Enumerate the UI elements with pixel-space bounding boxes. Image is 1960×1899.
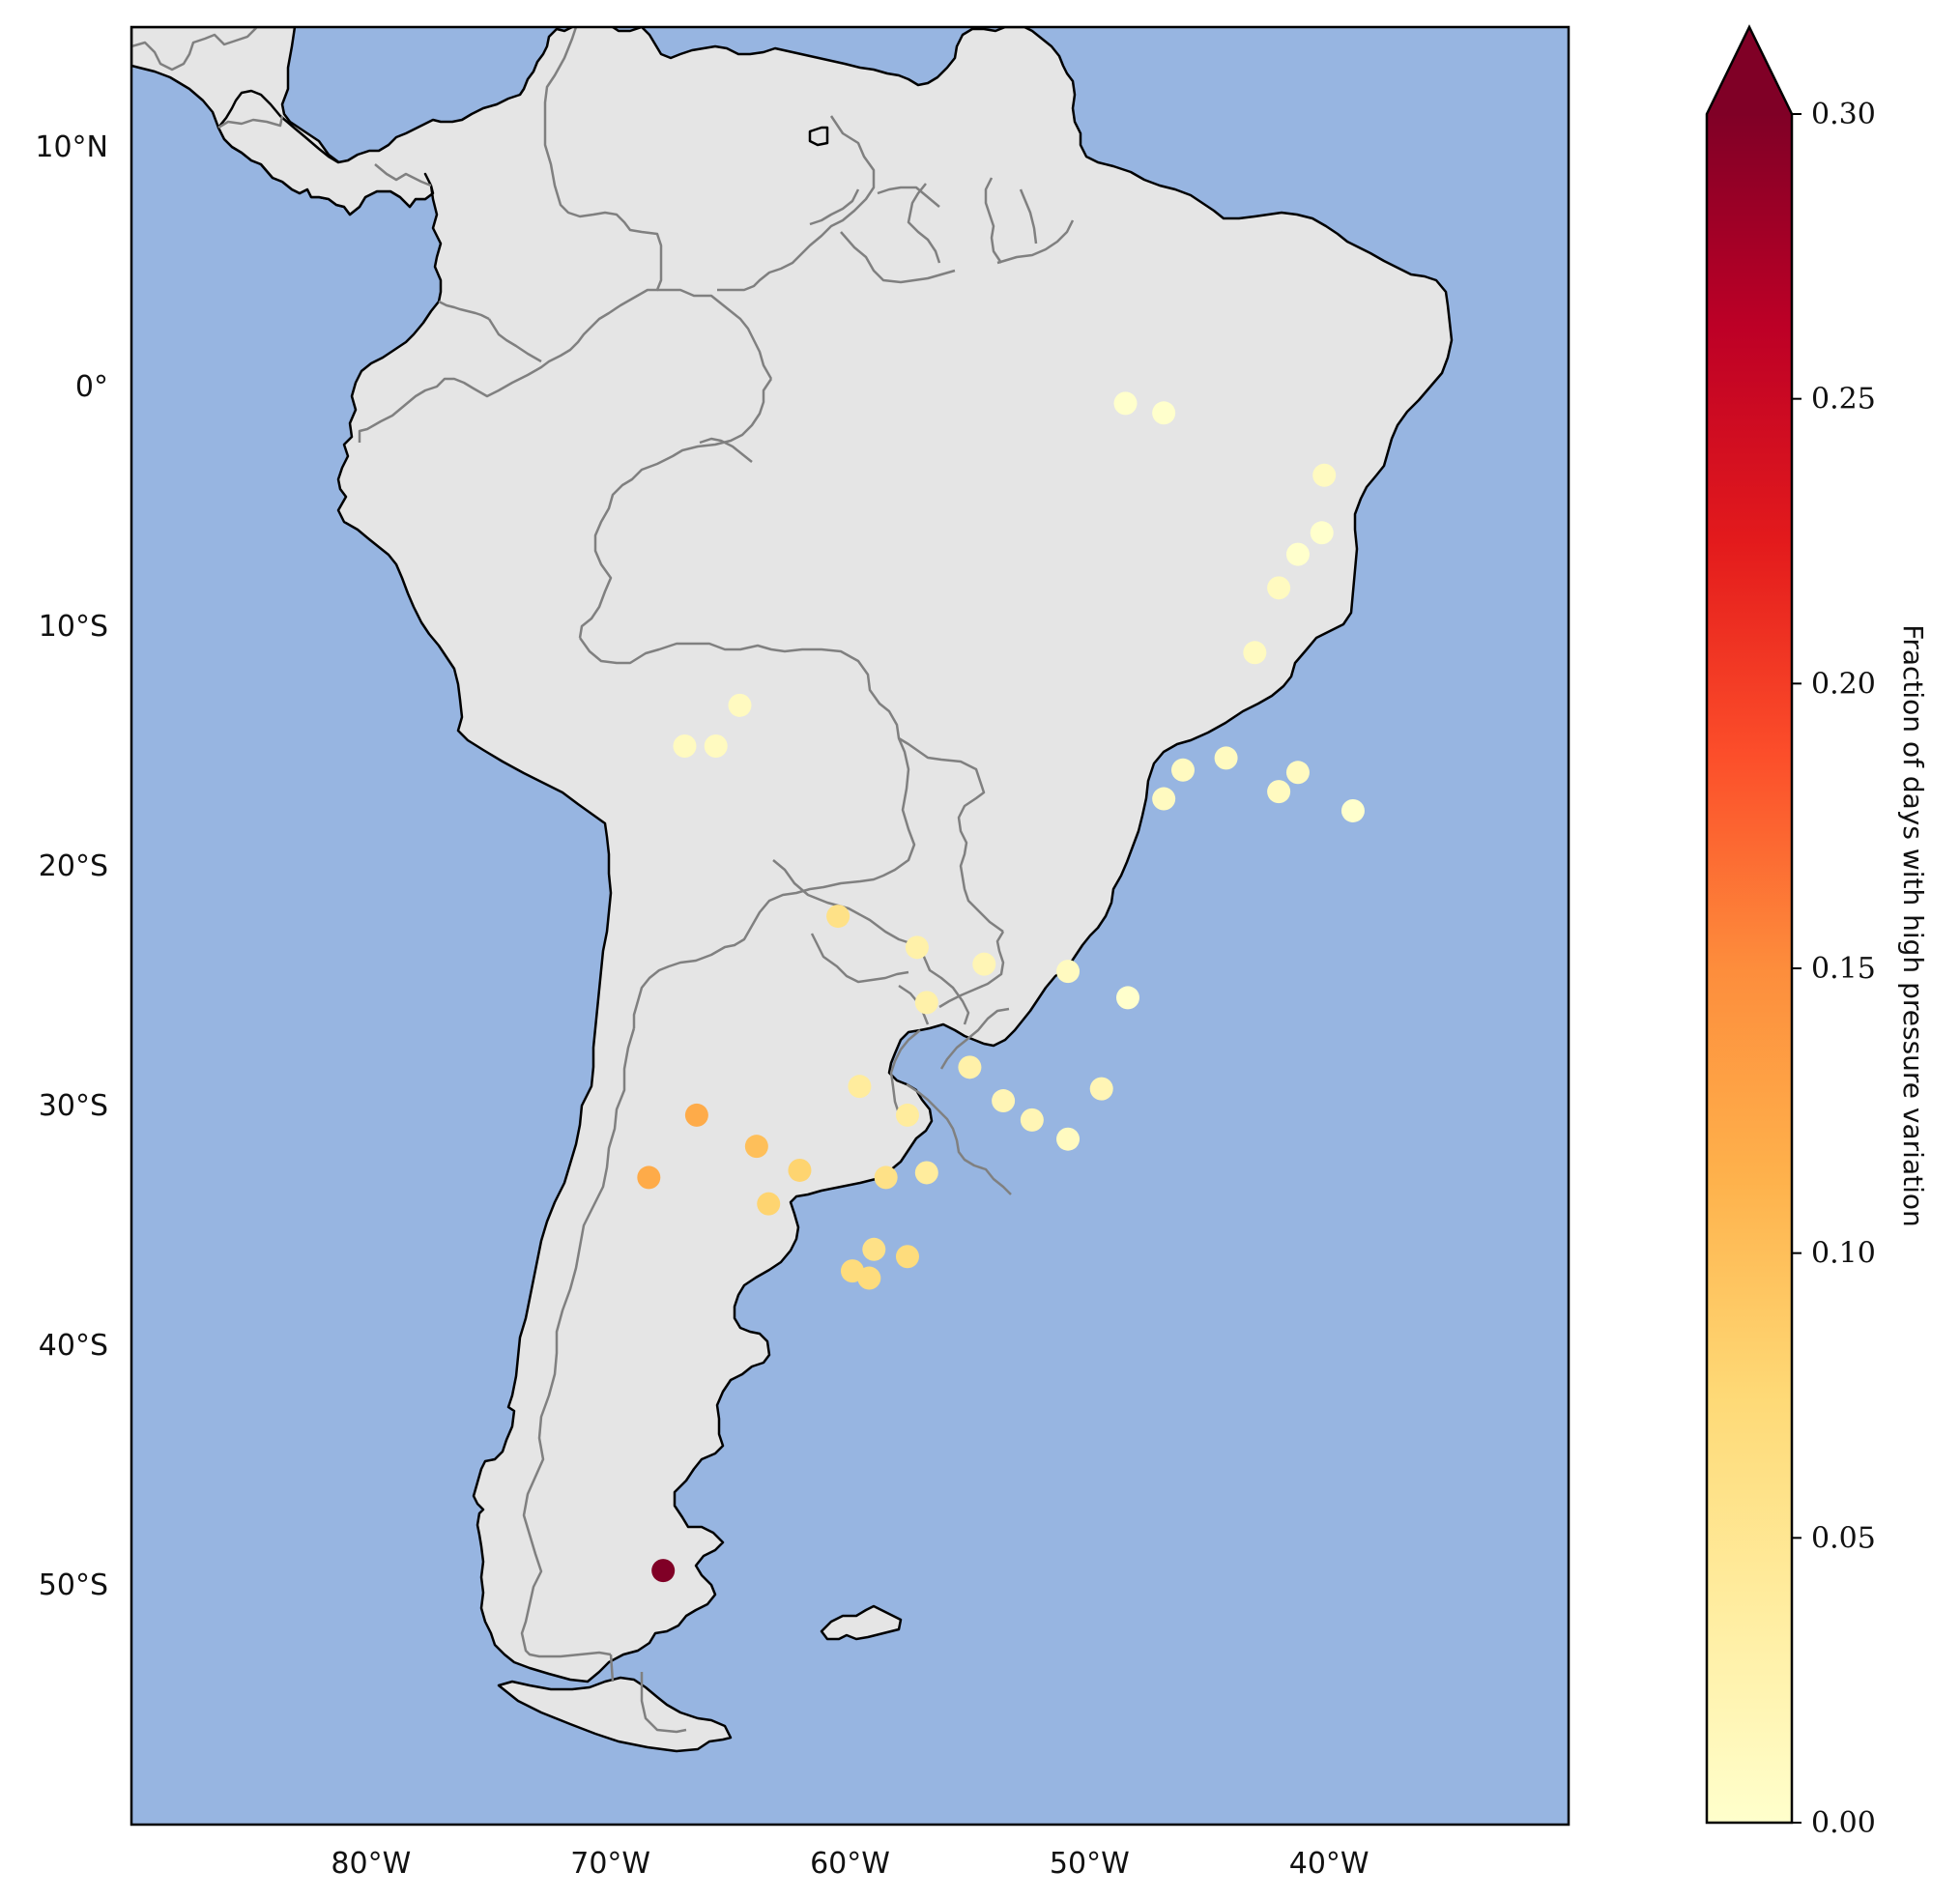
station-marker (1113, 391, 1138, 416)
station-marker (1152, 787, 1176, 811)
station-marker (1285, 761, 1310, 785)
lon-tick-label: 70°W (570, 1847, 650, 1881)
latitude-tick-labels: 10°N 0° 10°S 20°S 30°S 40°S 50°S (35, 130, 108, 1602)
colorbar-tick-label: 0.25 (1811, 383, 1876, 417)
station-marker (744, 1135, 768, 1159)
station-marker (1340, 798, 1365, 822)
lat-tick-label: 50°S (39, 1568, 108, 1602)
station-marker (895, 1103, 919, 1127)
station-marker (895, 1245, 919, 1269)
station-marker (1020, 1108, 1044, 1132)
lat-tick-label: 20°S (39, 849, 108, 883)
station-marker (1312, 463, 1337, 487)
station-marker (1267, 576, 1291, 600)
lat-tick-label: 0° (75, 370, 108, 404)
station-marker (826, 905, 850, 929)
colorbar-tick-label: 0.10 (1811, 1237, 1876, 1271)
station-marker (848, 1075, 872, 1099)
lat-tick-label: 10°S (39, 610, 108, 644)
lat-tick-label: 30°S (39, 1089, 108, 1123)
land-layer (131, 27, 1454, 1753)
station-marker (1310, 521, 1334, 545)
station-marker (1115, 986, 1139, 1010)
station-marker (651, 1559, 676, 1583)
lon-tick-label: 80°W (331, 1847, 411, 1881)
colorbar-tick-label: 0.00 (1811, 1806, 1876, 1840)
station-marker (673, 734, 697, 758)
colorbar-tick-label: 0.20 (1811, 667, 1876, 701)
station-marker (684, 1103, 708, 1127)
lon-tick-label: 40°W (1289, 1847, 1369, 1881)
station-marker (788, 1158, 812, 1182)
station-markers (637, 391, 1365, 1583)
colorbar-tick-label: 0.15 (1811, 952, 1876, 986)
station-marker (958, 1055, 982, 1079)
landmass-trinidad (808, 126, 829, 147)
station-marker (1214, 746, 1238, 770)
lat-tick-label: 10°N (35, 130, 108, 164)
station-marker (905, 935, 929, 960)
station-marker (914, 991, 938, 1015)
landmass-south-america (216, 27, 1454, 1683)
map-frame (130, 25, 1571, 1827)
station-marker (1056, 960, 1081, 984)
colorbar: 0.00 0.05 0.10 0.15 0.20 0.25 0.30 Fraction of… (1705, 24, 1929, 1840)
country-borders (131, 27, 1075, 1734)
station-marker (1170, 758, 1195, 782)
colorbar-ticks: 0.00 0.05 0.10 0.15 0.20 0.25 0.30 (1792, 98, 1876, 1840)
station-marker (857, 1266, 881, 1290)
colorbar-gradient (1707, 114, 1792, 1823)
colorbar-outline (1705, 24, 1794, 1825)
landmass-tierra-del-fuego (497, 1676, 733, 1753)
colorbar-label: Fraction of days with high pressure vari… (1897, 624, 1929, 1226)
station-marker (1285, 542, 1310, 566)
colorbar-extend-max-triangle (1707, 27, 1792, 114)
map-axes: 10°N 0° 10°S 20°S 30°S 40°S 50°S 80°W 70°W 60°W 5… (35, 25, 1571, 1881)
station-marker (1089, 1077, 1113, 1101)
station-marker (992, 1089, 1016, 1113)
lon-tick-label: 60°W (810, 1847, 890, 1881)
station-marker (704, 734, 728, 758)
lat-tick-label: 40°S (39, 1329, 108, 1363)
station-marker (972, 952, 996, 976)
station-marker (728, 693, 752, 717)
station-marker (1267, 780, 1291, 804)
station-marker (1152, 401, 1176, 425)
colorbar-tick-label: 0.30 (1811, 98, 1876, 131)
station-marker (1056, 1127, 1081, 1151)
station-marker (862, 1237, 886, 1261)
station-marker (914, 1161, 938, 1185)
station-marker (757, 1192, 781, 1216)
colorbar-tick-label: 0.05 (1811, 1521, 1876, 1555)
landmass-falklands (820, 1604, 903, 1641)
longitude-tick-labels: 80°W 70°W 60°W 50°W 40°W (331, 1847, 1369, 1881)
station-marker (1243, 641, 1267, 665)
lon-tick-label: 50°W (1050, 1847, 1130, 1881)
station-marker (637, 1165, 661, 1190)
station-marker (874, 1165, 898, 1190)
